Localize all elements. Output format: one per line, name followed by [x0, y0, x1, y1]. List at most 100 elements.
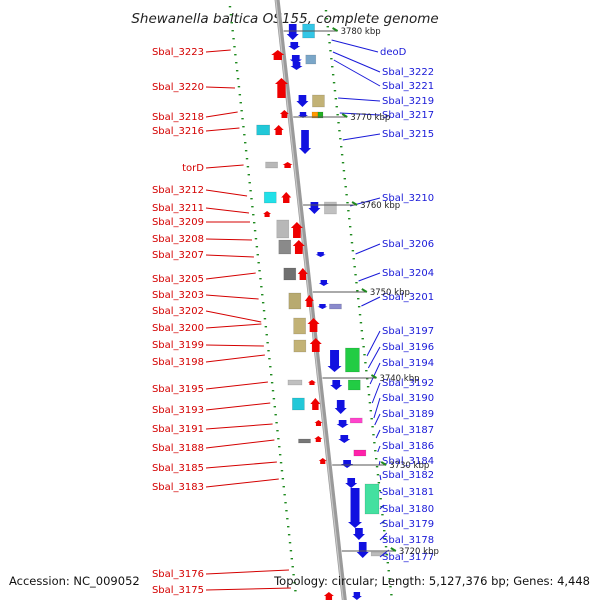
gene-label-sbal_3223[interactable]: Sbal_3223 — [152, 47, 204, 58]
tick-dot-left — [277, 438, 280, 440]
tick-dot-left — [282, 486, 285, 488]
leader-line-left — [205, 189, 248, 197]
leader-line-right — [379, 519, 386, 525]
tick-dot-left — [278, 446, 281, 448]
gene-feature-16 — [288, 292, 302, 310]
gene-label-sbal_3198[interactable]: Sbal_3198 — [152, 357, 204, 368]
gene-feature-13 — [292, 240, 305, 254]
gene-label-sbal_3204[interactable]: Sbal_3204 — [382, 268, 434, 279]
tick-dot-left — [252, 214, 255, 216]
gene-label-sbal_3216[interactable]: Sbal_3216 — [152, 126, 204, 137]
gene-label-sbal_3202[interactable]: Sbal_3202 — [152, 306, 204, 317]
gene-label-sbal_3199[interactable]: Sbal_3199 — [152, 340, 204, 351]
gene-feature-62 — [356, 542, 369, 558]
gene-label-sbal_3183[interactable]: Sbal_3183 — [152, 482, 204, 493]
gene-label-deod[interactable]: deoD — [380, 47, 407, 58]
gene-label-sbal_3217[interactable]: Sbal_3217 — [382, 110, 434, 121]
gene-label-sbal_3177[interactable]: Sbal_3177 — [382, 552, 434, 563]
leader-line-left — [205, 354, 265, 363]
gene-label-sbal_3206[interactable]: Sbal_3206 — [382, 239, 434, 250]
gene-label-sbal_3178[interactable]: Sbal_3178 — [382, 535, 434, 546]
gene-feature-64 — [323, 592, 334, 600]
gene-label-sbal_3181[interactable]: Sbal_3181 — [382, 487, 434, 498]
gene-feature-14 — [283, 267, 297, 281]
gene-label-sbal_3201[interactable]: Sbal_3201 — [382, 292, 434, 303]
tick-dot-right — [333, 90, 337, 92]
gene-label-sbal_3184[interactable]: Sbal_3184 — [382, 456, 434, 467]
tick-dot-right — [346, 202, 349, 204]
gene-feature-7 — [263, 191, 277, 204]
tick-dot-left — [235, 70, 239, 72]
tick-dot-right — [390, 594, 393, 596]
gene-feature-44 — [315, 252, 326, 257]
kbp-tick-accent — [351, 201, 358, 206]
gene-label-sbal_3175[interactable]: Sbal_3175 — [152, 585, 204, 596]
leader-line-left — [205, 272, 256, 280]
tick-dot-left — [260, 286, 263, 288]
gene-label-sbal_3203[interactable]: Sbal_3203 — [152, 290, 204, 301]
gene-label-sbal_3215[interactable]: Sbal_3215 — [382, 129, 434, 140]
gene-label-sbal_3208[interactable]: Sbal_3208 — [152, 234, 204, 245]
gene-feature-35 — [290, 62, 303, 70]
tick-dot-left — [268, 358, 271, 360]
gene-label-sbal_3221[interactable]: Sbal_3221 — [382, 81, 434, 92]
gene-label-sbal_3197[interactable]: Sbal_3197 — [382, 326, 434, 337]
tick-dot-right — [340, 154, 344, 156]
gene-label-sbal_3222[interactable]: Sbal_3222 — [382, 67, 434, 78]
gene-label-sbal_3196[interactable]: Sbal_3196 — [382, 342, 434, 353]
tick-dot-left — [251, 206, 254, 208]
gene-label-sbal_3218[interactable]: Sbal_3218 — [152, 112, 204, 123]
tick-dot-right — [385, 554, 389, 556]
leader-line-right — [371, 382, 381, 404]
gene-label-sbal_3193[interactable]: Sbal_3193 — [152, 405, 204, 416]
gene-label-sbal_3211[interactable]: Sbal_3211 — [152, 203, 204, 214]
leader-line-left — [205, 310, 262, 323]
gene-label-sbal_3179[interactable]: Sbal_3179 — [382, 519, 434, 530]
leader-line-right — [361, 296, 381, 307]
gene-feature-43 — [324, 201, 337, 215]
gene-label-sbal_3207[interactable]: Sbal_3207 — [152, 250, 204, 261]
gene-feature-60 — [364, 483, 380, 515]
gene-label-sbal_3182[interactable]: Sbal_3182 — [382, 470, 434, 481]
gene-label-sbal_3210[interactable]: Sbal_3210 — [382, 193, 434, 204]
tick-dot-left — [267, 350, 270, 352]
gene-label-sbal_3190[interactable]: Sbal_3190 — [382, 393, 434, 404]
gene-label-sbal_3185[interactable]: Sbal_3185 — [152, 463, 204, 474]
gene-label-sbal_3209[interactable]: Sbal_3209 — [152, 217, 204, 228]
leader-line-left — [205, 323, 262, 329]
kbp-tick-accent — [332, 27, 339, 32]
tick-dot-right — [351, 250, 355, 252]
leader-line-right — [367, 346, 381, 369]
tick-dot-left — [243, 134, 246, 136]
gene-label-sbal_3195[interactable]: Sbal_3195 — [152, 384, 204, 395]
gene-label-sbal_3212[interactable]: Sbal_3212 — [152, 185, 204, 196]
gene-label-sbal_3219[interactable]: Sbal_3219 — [382, 96, 434, 107]
gene-label-sbal_3194[interactable]: Sbal_3194 — [382, 358, 434, 369]
tick-dot-right — [361, 338, 364, 340]
gene-label-sbal_3192[interactable]: Sbal_3192 — [382, 378, 434, 389]
tick-dot-right — [386, 562, 390, 564]
gene-feature-63 — [370, 551, 386, 557]
kbp-tick-accent — [390, 547, 397, 552]
gene-label-tord[interactable]: torD — [182, 163, 204, 174]
tick-dot-left — [272, 398, 276, 400]
gene-label-sbal_3187[interactable]: Sbal_3187 — [382, 425, 434, 436]
gene-label-sbal_3188[interactable]: Sbal_3188 — [152, 443, 204, 454]
gene-feature-21 — [309, 338, 322, 352]
gene-label-sbal_3189[interactable]: Sbal_3189 — [382, 409, 434, 420]
gene-feature-37 — [312, 94, 325, 108]
tick-dot-right — [340, 146, 343, 148]
gene-label-sbal_3200[interactable]: Sbal_3200 — [152, 323, 204, 334]
gene-label-sbal_3180[interactable]: Sbal_3180 — [382, 504, 434, 515]
gene-label-sbal_3186[interactable]: Sbal_3186 — [382, 441, 434, 452]
gene-feature-24 — [292, 397, 305, 411]
gene-label-sbal_3191[interactable]: Sbal_3191 — [152, 424, 204, 435]
gene-label-sbal_3205[interactable]: Sbal_3205 — [152, 274, 204, 285]
tick-dot-left — [241, 118, 244, 120]
kbp-tick-accent — [361, 288, 368, 293]
label-leader-lines — [205, 39, 390, 591]
gene-label-sbal_3176[interactable]: Sbal_3176 — [152, 569, 204, 580]
tick-dot-right — [341, 162, 345, 164]
gene-label-sbal_3220[interactable]: Sbal_3220 — [152, 82, 204, 93]
tick-dot-right — [348, 218, 351, 220]
